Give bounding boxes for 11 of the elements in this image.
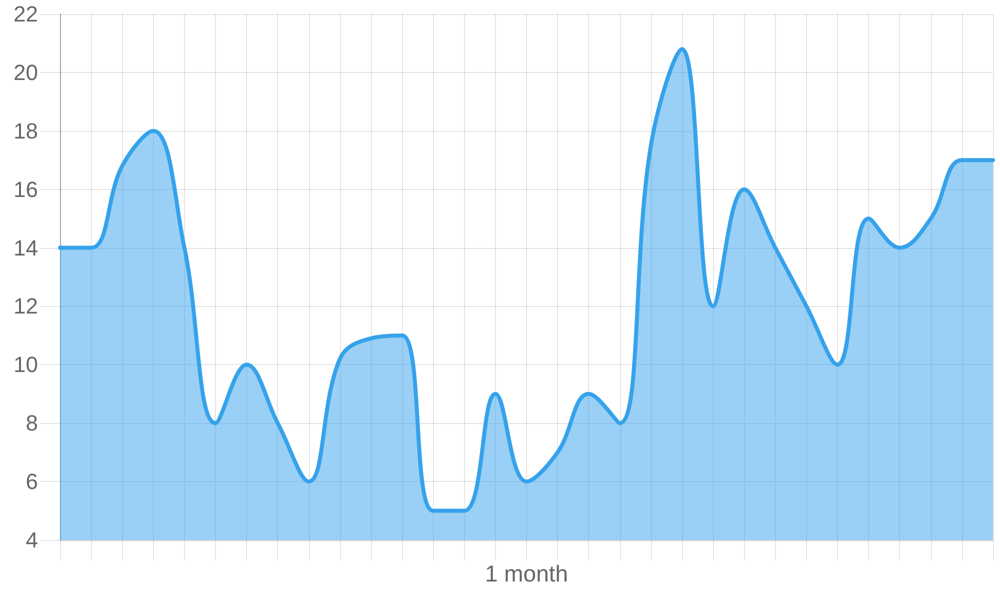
- y-tick-label: 8: [26, 410, 38, 436]
- y-tick-label: 10: [14, 352, 38, 378]
- y-tick-label: 14: [14, 235, 38, 260]
- y-tick-label: 4: [26, 528, 38, 552]
- y-tick-label: 6: [26, 469, 38, 494]
- y-tick-label: 12: [14, 294, 38, 319]
- y-tick-label: 22: [14, 2, 38, 26]
- y-tick-label: 20: [14, 60, 38, 85]
- y-tick-label: 16: [14, 176, 38, 202]
- x-axis-title: 1 month: [484, 560, 568, 586]
- y-tick-label: 18: [14, 118, 38, 144]
